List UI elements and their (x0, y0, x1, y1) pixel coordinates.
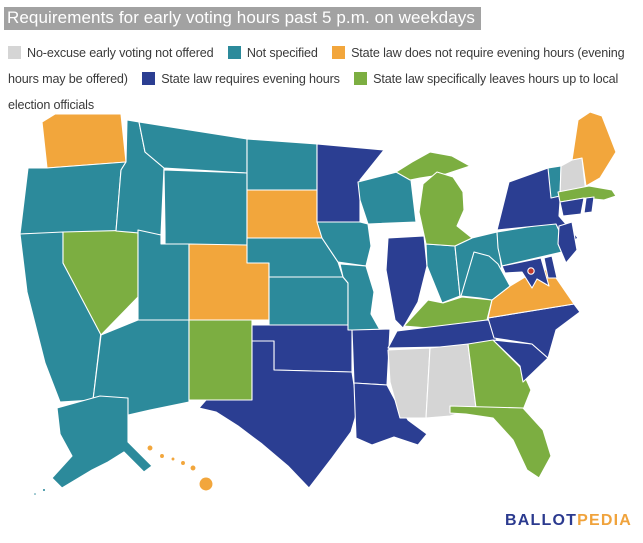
logo-ballot-text: BALLOT (505, 512, 578, 529)
state-south-dakota[interactable] (246, 189, 323, 239)
state-north-dakota[interactable] (246, 138, 318, 191)
state-hawaii[interactable] (189, 464, 197, 472)
title-bar: Requirements for early voting hours past… (4, 7, 481, 30)
state-oregon[interactable] (19, 161, 127, 235)
state-florida[interactable] (449, 405, 552, 479)
state-north-carolina[interactable] (487, 303, 581, 359)
legend-swatch-local_officials (354, 72, 368, 85)
legend-label-evening_required: State law requires evening hours (161, 72, 340, 86)
state-alaska[interactable] (41, 487, 47, 493)
states-layer (19, 111, 617, 496)
state-michigan[interactable] (418, 171, 473, 247)
logo-pedia-text: PEDIA (577, 512, 632, 529)
state-washington-d-c[interactable] (527, 267, 535, 275)
legend-item-none: No-excuse early voting not offered (8, 46, 224, 60)
legend-label-none: No-excuse early voting not offered (27, 46, 214, 60)
page-title: Requirements for early voting hours past… (4, 7, 481, 30)
state-maine[interactable] (571, 111, 617, 187)
state-hawaii[interactable] (158, 452, 166, 460)
state-rhode-island[interactable] (583, 196, 595, 214)
map-legend: No-excuse early voting not offered Not s… (8, 40, 634, 118)
legend-swatch-evening_required (142, 72, 156, 85)
legend-swatch-not_specified (227, 46, 241, 59)
legend-label-not_specified: Not specified (246, 46, 318, 60)
legend-label-local_officials: State law specifically leaves hours up t… (8, 72, 619, 112)
legend-item-no_evening_required: State law does not require evening hours… (8, 46, 625, 86)
legend-item-evening_required: State law requires evening hours (142, 72, 351, 86)
state-wyoming[interactable] (163, 169, 248, 246)
legend-swatch-no_evening_required (332, 46, 346, 59)
state-new-hampshire[interactable] (559, 157, 587, 197)
state-indiana[interactable] (425, 243, 461, 304)
state-kansas[interactable] (268, 276, 349, 326)
state-utah[interactable] (137, 229, 190, 321)
state-michigan[interactable] (395, 151, 471, 181)
state-west-virginia[interactable] (460, 251, 511, 301)
state-new-jersey[interactable] (557, 221, 578, 264)
state-hawaii[interactable] (170, 456, 176, 462)
legend-item-local_officials: State law specifically leaves hours up t… (8, 72, 618, 112)
state-alaska[interactable] (33, 492, 37, 496)
state-hawaii[interactable] (179, 459, 187, 467)
state-hawaii[interactable] (198, 476, 214, 492)
state-hawaii[interactable] (146, 444, 154, 452)
legend-label-no_evening_required: State law does not require evening hours… (8, 46, 625, 86)
state-wisconsin[interactable] (357, 171, 417, 225)
state-new-mexico[interactable] (188, 319, 253, 401)
state-mississippi[interactable] (387, 347, 431, 419)
state-louisiana[interactable] (353, 382, 428, 446)
state-texas[interactable] (198, 340, 359, 489)
state-illinois[interactable] (385, 235, 428, 329)
ballotpedia-logo: BALLOTPEDIA (505, 512, 632, 530)
state-delaware[interactable] (543, 255, 558, 279)
state-montana[interactable] (138, 121, 248, 174)
state-alaska[interactable] (51, 395, 153, 489)
legend-item-not_specified: Not specified (227, 46, 329, 60)
legend-swatch-none (8, 46, 21, 59)
state-washington[interactable] (41, 113, 127, 169)
state-maryland[interactable] (501, 257, 550, 289)
state-iowa[interactable] (316, 221, 372, 267)
state-arkansas[interactable] (351, 328, 391, 386)
state-connecticut[interactable] (559, 197, 585, 217)
